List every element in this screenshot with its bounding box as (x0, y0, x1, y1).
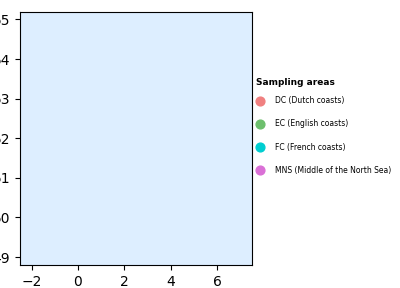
Text: MNS (Middle of the North Sea): MNS (Middle of the North Sea) (275, 166, 392, 175)
Text: DC (Dutch coasts): DC (Dutch coasts) (275, 96, 345, 105)
Text: Sampling areas: Sampling areas (256, 78, 334, 88)
Text: FC (French coasts): FC (French coasts) (275, 143, 346, 152)
Text: EC (English coasts): EC (English coasts) (275, 119, 349, 128)
